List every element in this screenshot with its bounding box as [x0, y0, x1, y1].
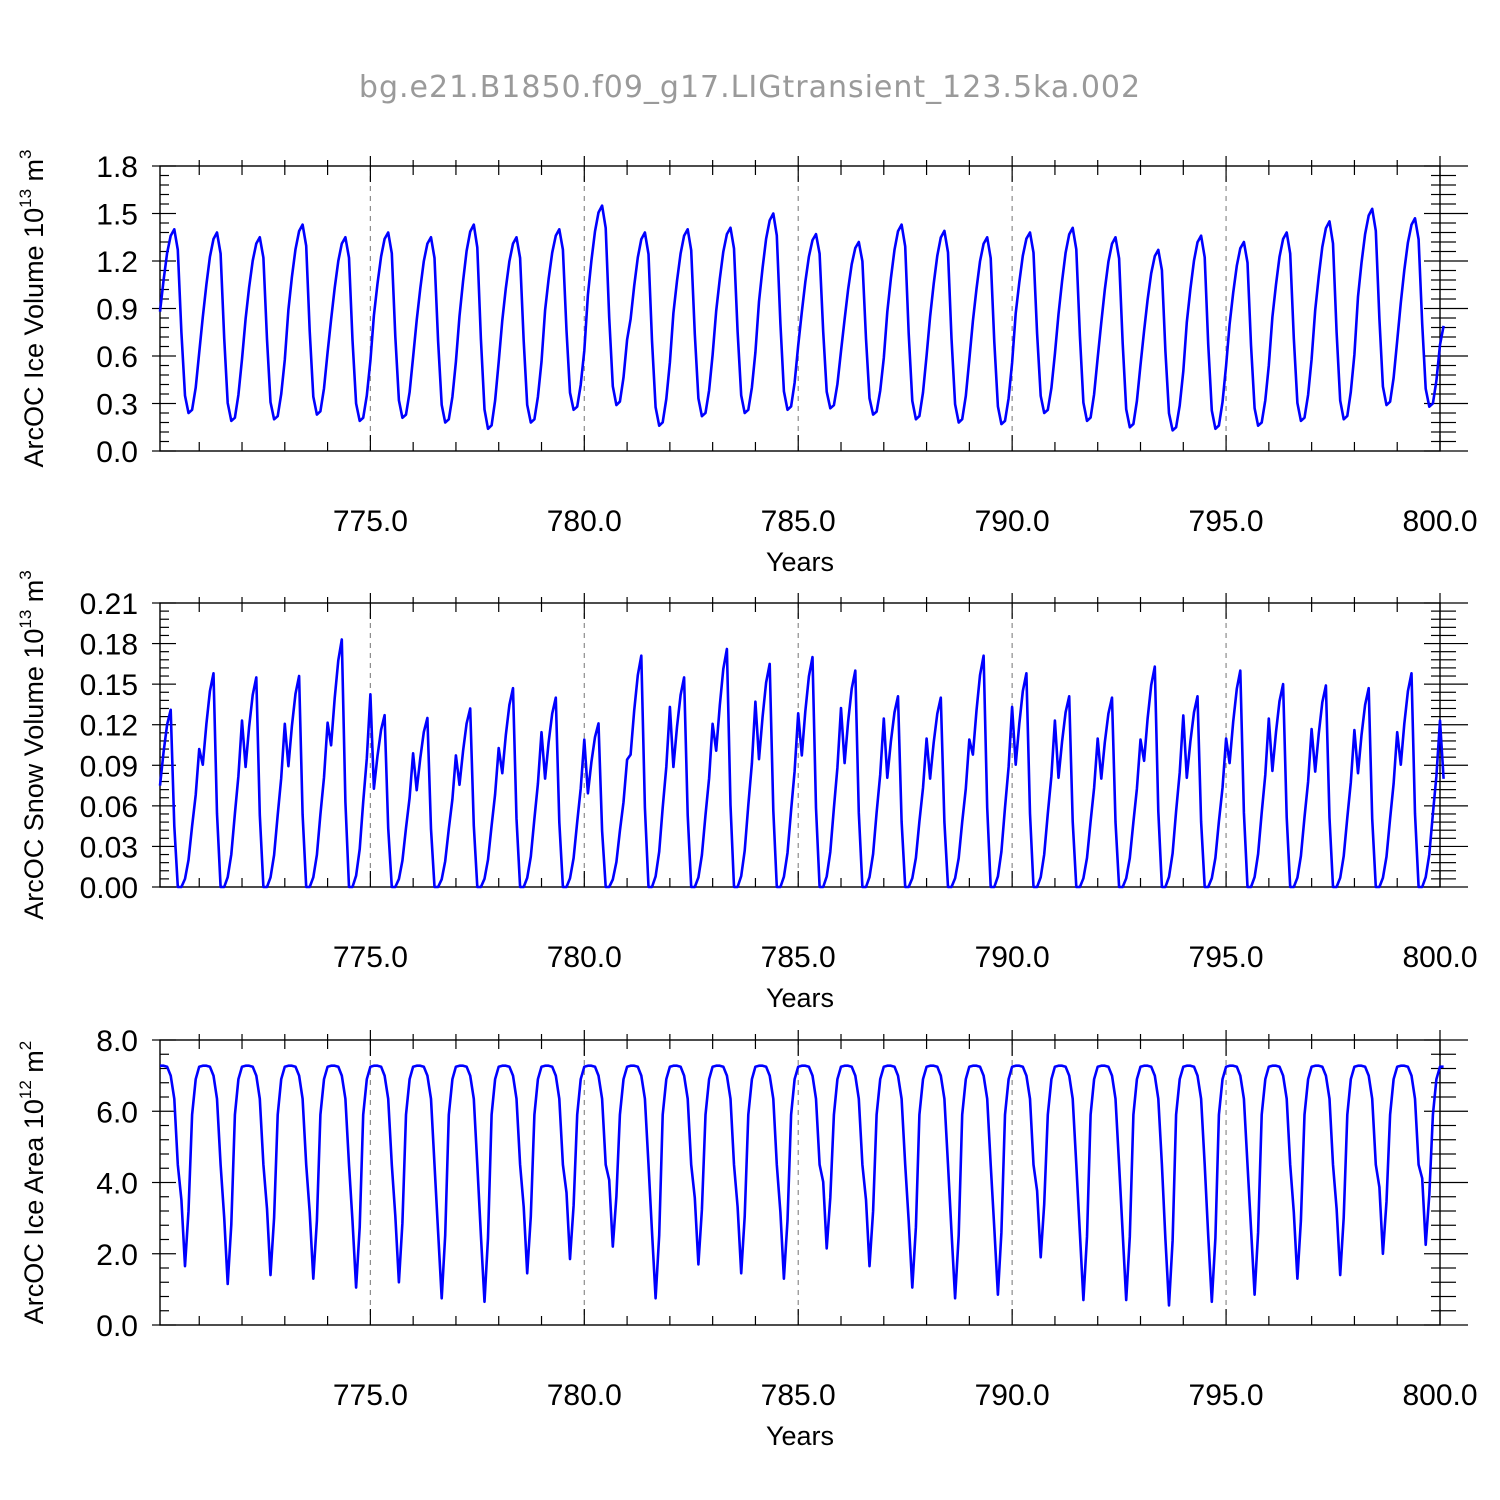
- y-tick-label-ice-volume: 0.9: [96, 294, 138, 327]
- x-tick-label-snow-volume: 800.0: [1402, 941, 1477, 974]
- x-tick-label-ice-volume: 780.0: [547, 505, 622, 538]
- y-axis-title-ice-volume: ArcOC Ice Volume 1013 m3: [16, 149, 49, 467]
- y-tick-label-ice-volume: 1.5: [96, 199, 138, 232]
- y-tick-label-ice-volume: 1.2: [96, 246, 138, 279]
- y-tick-label-snow-volume: 0.21: [80, 588, 138, 621]
- panel-snow-volume: 0.00 0.03 0.06 0.09 0.12 0.15 0.18 0.21 775.0 780…: [16, 570, 1478, 1013]
- y-tick-label-snow-volume: 0.18: [80, 629, 138, 662]
- y-tick-label-ice-volume: 0.0: [96, 436, 138, 469]
- y-tick-label-snow-volume: 0.00: [80, 872, 138, 905]
- y-axis-title-snow-volume: ArcOC Snow Volume 1013 m3: [16, 570, 49, 920]
- y-tick-label-ice-volume: 0.6: [96, 341, 138, 374]
- panel-ice-area: 0.0 2.0 4.0 6.0 8.0 775.0 780.0 785.0 790.0 795.0…: [16, 1025, 1478, 1451]
- y-tick-label-snow-volume: 0.09: [80, 750, 138, 783]
- y-tick-label-ice-area: 6.0: [96, 1096, 138, 1129]
- x-tick-label-ice-volume: 800.0: [1402, 505, 1477, 538]
- y-tick-label-snow-volume: 0.06: [80, 791, 138, 824]
- series-line-snow-volume: [158, 638, 1445, 889]
- chart-title: bg.e21.B1850.f09_g17.LIGtransient_123.5k…: [358, 70, 1142, 105]
- x-tick-label-ice-area: 795.0: [1189, 1379, 1264, 1412]
- x-tick-label-snow-volume: 790.0: [975, 941, 1050, 974]
- y-tick-label-ice-area: 8.0: [96, 1025, 138, 1058]
- x-tick-label-ice-volume: 775.0: [333, 505, 408, 538]
- y-tick-label-snow-volume: 0.15: [80, 669, 138, 702]
- x-tick-label-snow-volume: 795.0: [1189, 941, 1264, 974]
- y-tick-label-ice-area: 2.0: [96, 1239, 138, 1272]
- x-tick-label-ice-area: 785.0: [761, 1379, 836, 1412]
- y-tick-label-snow-volume: 0.12: [80, 710, 138, 743]
- panel-ice-volume: 0.0 0.3 0.6 0.9 1.2 1.5 1.8 775.0 780.0 785.0 790.…: [16, 149, 1478, 577]
- plot-frame-ice-area: [159, 1039, 1441, 1326]
- x-tick-label-ice-area: 780.0: [547, 1379, 622, 1412]
- y-tick-label-ice-area: 4.0: [96, 1168, 138, 1201]
- x-axis-title-ice-volume: Years: [766, 547, 834, 577]
- series-line-ice-area: [160, 1064, 1444, 1307]
- x-tick-label-ice-area: 775.0: [333, 1379, 408, 1412]
- y-tick-label-snow-volume: 0.03: [80, 831, 138, 864]
- y-tick-label-ice-area: 0.0: [96, 1310, 138, 1343]
- x-tick-label-ice-area: 790.0: [975, 1379, 1050, 1412]
- x-tick-label-ice-volume: 790.0: [975, 505, 1050, 538]
- x-axis-title-ice-area: Years: [766, 1421, 834, 1451]
- y-tick-label-ice-volume: 0.3: [96, 389, 138, 422]
- x-tick-label-ice-volume: 795.0: [1189, 505, 1264, 538]
- x-tick-label-snow-volume: 775.0: [333, 941, 408, 974]
- y-tick-label-ice-volume: 1.8: [96, 151, 138, 184]
- x-axis-title-snow-volume: Years: [766, 983, 834, 1013]
- plot-frame-snow-volume: [159, 602, 1441, 888]
- x-tick-label-ice-volume: 785.0: [761, 505, 836, 538]
- series-line-ice-volume: [158, 204, 1445, 432]
- x-tick-label-snow-volume: 780.0: [547, 941, 622, 974]
- y-axis-title-ice-area: ArcOC Ice Area 1012 m2: [16, 1041, 49, 1325]
- x-tick-label-ice-area: 800.0: [1402, 1379, 1477, 1412]
- x-tick-label-snow-volume: 785.0: [761, 941, 836, 974]
